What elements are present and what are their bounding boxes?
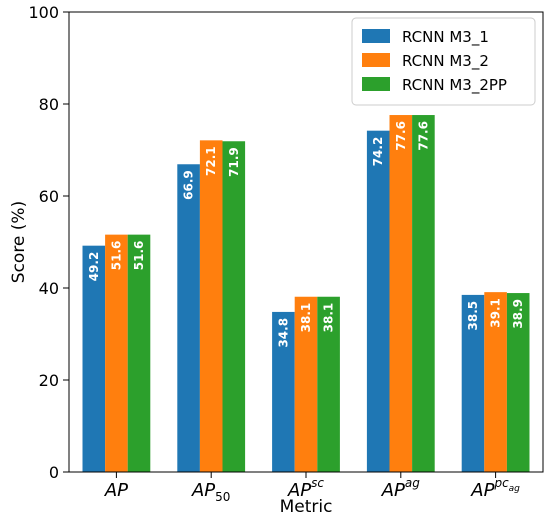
y-tick-label: 100 xyxy=(28,3,59,22)
y-tick-label: 40 xyxy=(39,279,59,298)
y-axis-ticks: 0 20 40 60 80 100 xyxy=(28,3,69,482)
bar-0-1 xyxy=(105,234,128,472)
x-tick-label: AP xyxy=(104,480,128,501)
value-label-1-0: 66.9 xyxy=(182,170,196,200)
y-tick-label: 20 xyxy=(39,371,59,390)
value-label-1-2: 71.9 xyxy=(227,147,241,177)
bar-4-0 xyxy=(461,294,485,472)
value-labels-layer: 49.2 66.9 34.8 74.2 38.5 51.6 72.1 38.1 77.6 39.1… xyxy=(87,121,525,347)
x-tick-label: AP50 xyxy=(191,480,230,504)
bar-0-0 xyxy=(82,245,106,472)
x-tick-superscript: ag xyxy=(405,476,420,490)
value-label-3-0: 74.2 xyxy=(371,137,385,167)
bars-layer xyxy=(82,115,530,472)
x-tick-main: AP xyxy=(104,480,128,501)
bar-2-1 xyxy=(294,296,318,472)
bar-3-0 xyxy=(366,130,390,472)
bar-3-1 xyxy=(389,115,413,472)
y-tick-label: 0 xyxy=(49,463,59,482)
value-label-2-0: 34.8 xyxy=(276,318,290,348)
value-label-2-1: 38.1 xyxy=(299,303,313,333)
legend-box xyxy=(351,17,536,106)
bar-1-1 xyxy=(199,140,223,472)
x-tick-label: APsc xyxy=(287,476,324,501)
bar-3-2 xyxy=(412,115,435,472)
x-tick-main: AP xyxy=(381,480,405,501)
legend-label: RCNN M3_2 xyxy=(402,52,489,71)
x-axis-label: Metric xyxy=(280,497,333,517)
x-tick-superscript: pc xyxy=(493,476,509,490)
bar-2-2 xyxy=(317,296,340,472)
legend-label: RCNN M3_2PP xyxy=(402,76,507,95)
legend-label: RCNN M3_1 xyxy=(402,28,489,47)
y-tick-label: 80 xyxy=(39,95,59,114)
value-label-0-2: 51.6 xyxy=(132,241,146,271)
y-tick-label: 60 xyxy=(39,187,59,206)
x-tick-superscript: sc xyxy=(311,476,324,490)
bar-1-0 xyxy=(177,164,200,472)
value-label-3-2: 77.6 xyxy=(416,121,430,151)
value-label-3-1: 77.6 xyxy=(394,121,408,151)
legend: RCNN M3_1 RCNN M3_2 RCNN M3_2PP xyxy=(351,17,536,106)
value-label-0-1: 51.6 xyxy=(109,241,123,271)
bar-0-2 xyxy=(127,234,151,472)
x-axis-ticks: AP AP50 APsc APag APpcag xyxy=(104,472,520,504)
x-tick-main: AP xyxy=(470,480,494,501)
value-label-4-2: 38.9 xyxy=(511,299,525,329)
x-tick-label: APpcag xyxy=(470,476,520,501)
x-tick-main: AP xyxy=(191,480,215,501)
value-label-1-1: 72.1 xyxy=(204,146,218,176)
x-tick-label: APag xyxy=(381,476,421,501)
bar-4-2 xyxy=(506,293,530,472)
y-axis-label: Score (%) xyxy=(9,201,29,283)
x-tick-main: AP xyxy=(287,480,311,501)
legend-swatch xyxy=(362,29,390,43)
value-label-2-2: 38.1 xyxy=(322,303,336,333)
value-label-4-0: 38.5 xyxy=(466,301,480,331)
bar-1-2 xyxy=(222,141,246,472)
value-label-0-0: 49.2 xyxy=(87,252,101,282)
legend-swatch xyxy=(362,77,390,91)
value-label-4-1: 39.1 xyxy=(489,298,503,328)
x-tick-superscript-subscript: ag xyxy=(509,484,521,494)
bar-4-1 xyxy=(484,292,507,472)
legend-swatch xyxy=(362,53,390,67)
x-tick-subscript: 50 xyxy=(215,490,230,504)
bar-2-0 xyxy=(272,311,295,472)
